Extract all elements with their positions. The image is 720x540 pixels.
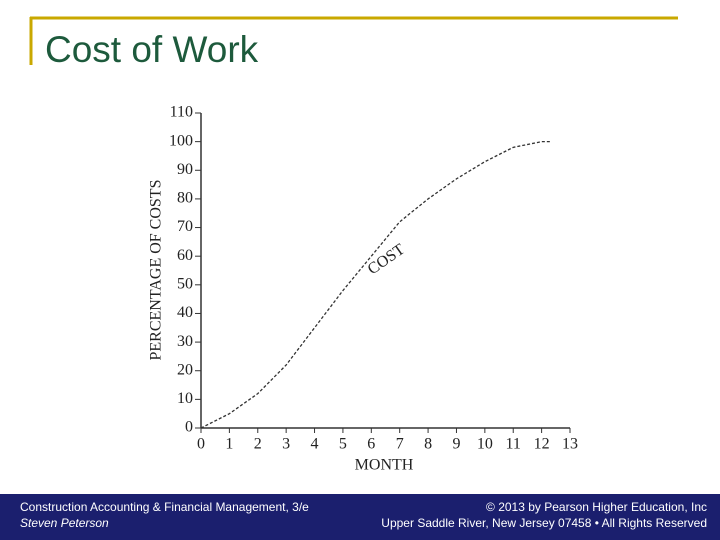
x-tick-label: 6 bbox=[367, 436, 375, 453]
y-tick-label: 110 bbox=[170, 104, 193, 121]
y-tick-label: 10 bbox=[177, 390, 193, 407]
curve-label: COST bbox=[365, 241, 408, 279]
x-tick-label: 0 bbox=[197, 436, 205, 453]
x-tick-label: 5 bbox=[339, 436, 347, 453]
y-tick-label: 0 bbox=[185, 419, 193, 436]
x-axis-label: MONTH bbox=[355, 457, 414, 474]
x-tick-label: 1 bbox=[225, 436, 233, 453]
y-tick-label: 60 bbox=[177, 247, 193, 264]
y-tick-label: 90 bbox=[177, 161, 193, 178]
y-tick-label: 70 bbox=[177, 218, 193, 235]
footer-text: Upper Saddle River, New Jersey 07458 • A… bbox=[381, 516, 707, 530]
y-tick-label: 50 bbox=[177, 275, 193, 292]
y-tick-label: 20 bbox=[177, 361, 193, 378]
y-tick-label: 40 bbox=[177, 304, 193, 321]
y-tick-label: 80 bbox=[177, 190, 193, 207]
x-tick-label: 9 bbox=[452, 436, 460, 453]
footer-text: Steven Peterson bbox=[20, 516, 109, 530]
y-tick-label: 100 bbox=[169, 132, 193, 149]
slide-title: Cost of Work bbox=[45, 29, 259, 70]
footer-text: © 2013 by Pearson Higher Education, Inc bbox=[486, 500, 707, 514]
x-tick-label: 13 bbox=[562, 436, 578, 453]
x-tick-label: 8 bbox=[424, 436, 432, 453]
x-tick-label: 4 bbox=[311, 436, 319, 453]
x-tick-label: 2 bbox=[254, 436, 262, 453]
y-tick-label: 30 bbox=[177, 333, 193, 350]
cost-curve bbox=[200, 140, 551, 429]
x-tick-label: 3 bbox=[282, 436, 290, 453]
y-axis-label: PERCENTAGE OF COSTS bbox=[148, 180, 165, 361]
x-tick-label: 10 bbox=[477, 436, 493, 453]
footer-bar bbox=[0, 494, 720, 540]
footer-text: Construction Accounting & Financial Mana… bbox=[20, 500, 309, 514]
x-tick-label: 7 bbox=[396, 436, 404, 453]
x-tick-label: 11 bbox=[506, 436, 521, 453]
x-tick-label: 12 bbox=[534, 436, 550, 453]
